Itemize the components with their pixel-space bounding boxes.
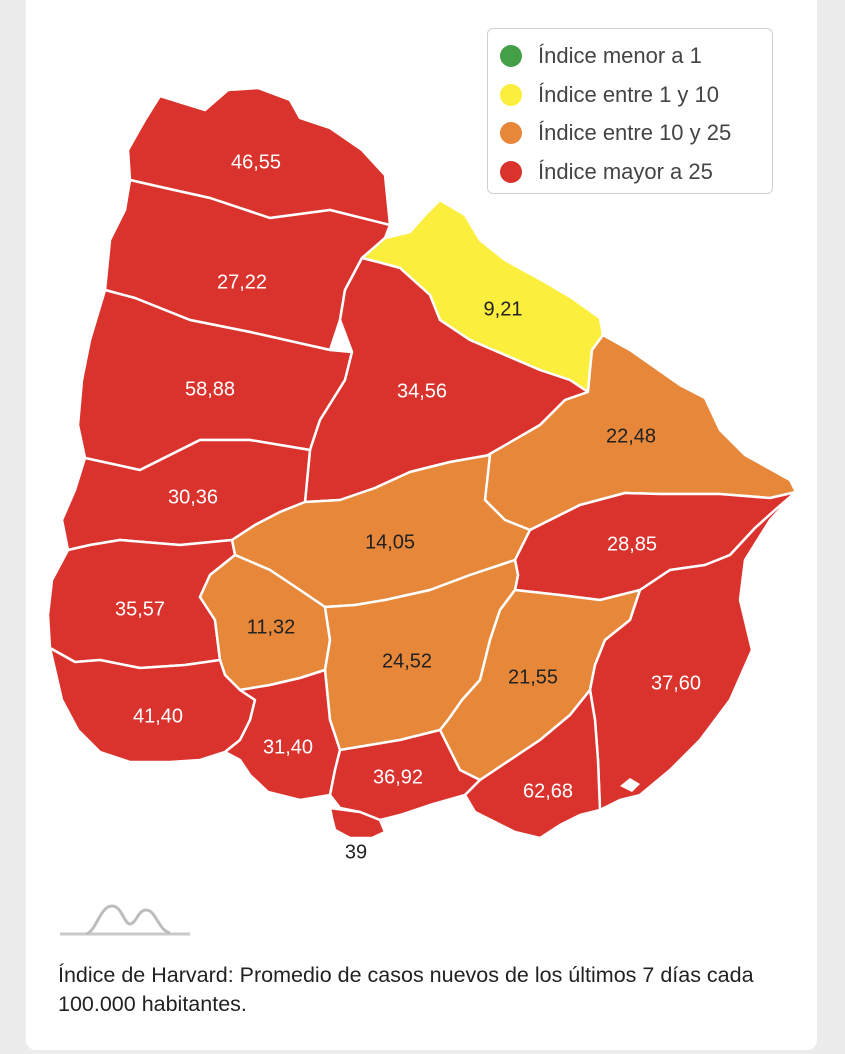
value-label-rivera: 9,21	[484, 298, 523, 320]
value-label-flores: 11,32	[247, 616, 296, 638]
trend-logo-icon	[60, 904, 190, 936]
legend-label: Índice entre 1 y 10	[538, 81, 720, 107]
value-label-canelones: 36,92	[373, 766, 423, 788]
value-label-treinta-y-tres: 28,85	[607, 533, 657, 555]
value-label-rio-negro: 30,36	[168, 486, 218, 508]
legend-item: Índice entre 10 y 25	[500, 114, 760, 153]
green-dot-icon	[500, 45, 522, 68]
value-label-paysandu: 58,88	[185, 378, 235, 400]
value-label-lavalleja: 21,55	[508, 666, 558, 688]
red-dot-icon	[500, 160, 522, 183]
value-label-durazno: 14,05	[365, 531, 415, 553]
department-artigas[interactable]	[126, 86, 392, 227]
value-label-san-jose: 31,40	[263, 736, 313, 758]
value-label-salto: 27,22	[217, 271, 267, 293]
department-san-jose[interactable]	[223, 668, 342, 802]
legend-item: Índice menor a 1	[500, 37, 760, 76]
value-label-florida: 24,52	[382, 650, 432, 672]
legend-label: Índice entre 10 y 25	[538, 120, 732, 146]
department-canelones[interactable]	[328, 728, 482, 822]
value-label-maldonado: 62,68	[523, 780, 573, 802]
lagoon-shape	[620, 778, 640, 792]
map-legend: Índice menor a 1 Índice entre 1 y 10 Índ…	[487, 28, 773, 194]
legend-item: Índice mayor a 25	[500, 153, 760, 192]
department-montevideo[interactable]	[328, 806, 387, 840]
department-maldonado[interactable]	[463, 688, 602, 840]
map-caption: Índice de Harvard: Promedio de casos nue…	[58, 963, 754, 1016]
legend-label: Índice menor a 1	[538, 43, 702, 69]
value-label-tacuarembo: 34,56	[397, 380, 447, 402]
value-label-artigas: 46,55	[231, 151, 281, 173]
legend-item: Índice entre 1 y 10	[500, 76, 760, 115]
value-label-soriano: 35,57	[115, 598, 165, 620]
orange-dot-icon	[500, 122, 522, 145]
uruguay-map: 46,55 27,22 9,21 58,88 34,56 22,48 30,36…	[46, 86, 798, 863]
value-label-cerro-largo: 22,48	[606, 425, 656, 447]
legend-label: Índice mayor a 25	[538, 158, 713, 184]
value-label-rocha: 37,60	[651, 672, 701, 694]
yellow-dot-icon	[500, 83, 522, 106]
value-label-colonia: 41,40	[133, 705, 183, 727]
value-label-montevideo: 39	[345, 841, 367, 863]
department-rocha[interactable]	[588, 490, 798, 812]
